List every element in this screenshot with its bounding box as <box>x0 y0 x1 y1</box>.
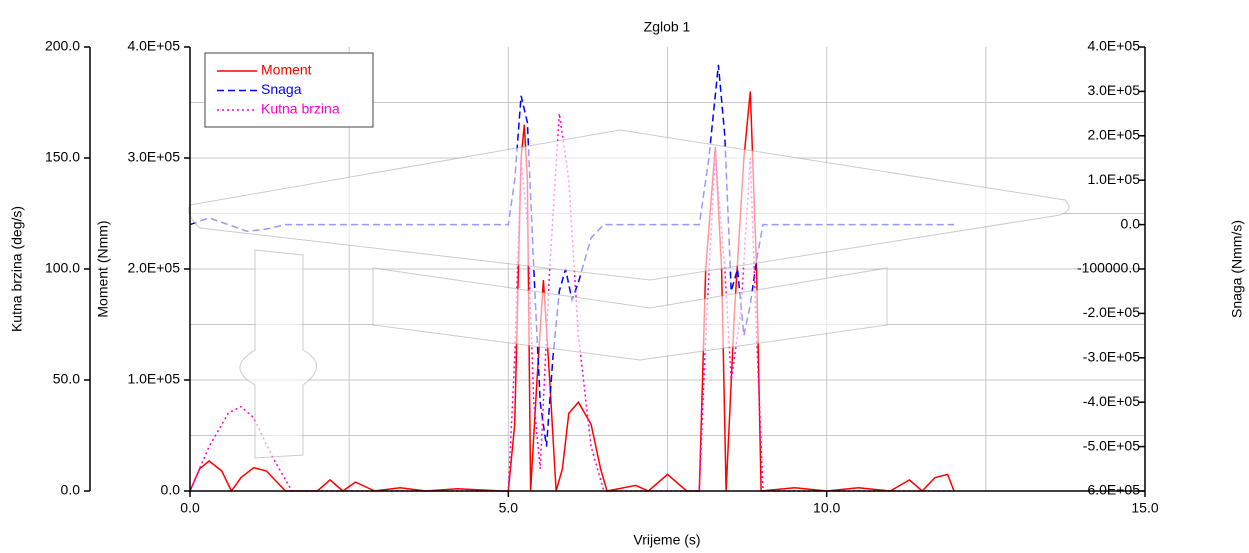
y2-tick-label: -3.0E+05 <box>1083 349 1140 365</box>
y2-tick-label: -6.0E+05 <box>1083 482 1140 498</box>
watermark-tassel <box>239 249 317 459</box>
y3-tick-label: 3.0E+05 <box>127 149 180 165</box>
y2-tick-label: 4.0E+05 <box>1087 38 1140 54</box>
watermark-band <box>372 267 888 361</box>
y2-tick-label: 3.0E+05 <box>1087 82 1140 98</box>
watermark-cap <box>188 129 1070 281</box>
y-tick-label: 0.0 <box>61 482 81 498</box>
y2-tick-label: 1.0E+05 <box>1087 171 1140 187</box>
y2-tick-label: -2.0E+05 <box>1083 304 1140 320</box>
x-tick-label: 10.0 <box>813 500 840 516</box>
x-tick-label: 0.0 <box>180 500 200 516</box>
y2-tick-label: 2.0E+05 <box>1087 127 1140 143</box>
y3-tick-label: 4.0E+05 <box>127 38 180 54</box>
series-line <box>189 113 954 492</box>
x-tick-label: 15.0 <box>1131 500 1158 516</box>
y3-tick-label: 2.0E+05 <box>127 260 180 276</box>
watermark <box>188 129 1070 459</box>
legend-label: Kutna brzina <box>261 101 340 117</box>
y3-tick-label: 1.0E+05 <box>127 371 180 387</box>
y-tick-label: 100.0 <box>45 260 80 276</box>
y2-tick-label: -5.0E+05 <box>1083 437 1140 453</box>
chart-title: Zglob 1 <box>644 19 691 35</box>
legend-label: Snaga <box>261 81 302 97</box>
legend-label: Moment <box>261 62 312 78</box>
y3-axis-title: Moment (Nmm) <box>95 220 111 317</box>
y-tick-label: 50.0 <box>53 371 80 387</box>
y2-tick-label: 0.0 <box>1121 215 1141 231</box>
x-axis-title: Vrijeme (s) <box>633 532 700 548</box>
y3-tick-label: 0.0 <box>161 482 181 498</box>
y-tick-label: 200.0 <box>45 38 80 54</box>
y2-tick-label: -100000.0 <box>1077 260 1140 276</box>
axes: 0.0 5.0 10.0 15.0 0.0 50.0 100.0 150.0 200.0 0.0 1… <box>45 38 1159 516</box>
x-tick-label: 5.0 <box>499 500 519 516</box>
legend: Moment Snaga Kutna brzina <box>204 52 374 128</box>
y-axis-title: Kutna brzina (deg/s) <box>9 206 25 332</box>
y2-axis-title: Snaga (Nmm/s) <box>1229 220 1245 318</box>
y-tick-label: 150.0 <box>45 149 80 165</box>
y2-tick-label: -4.0E+05 <box>1083 393 1140 409</box>
